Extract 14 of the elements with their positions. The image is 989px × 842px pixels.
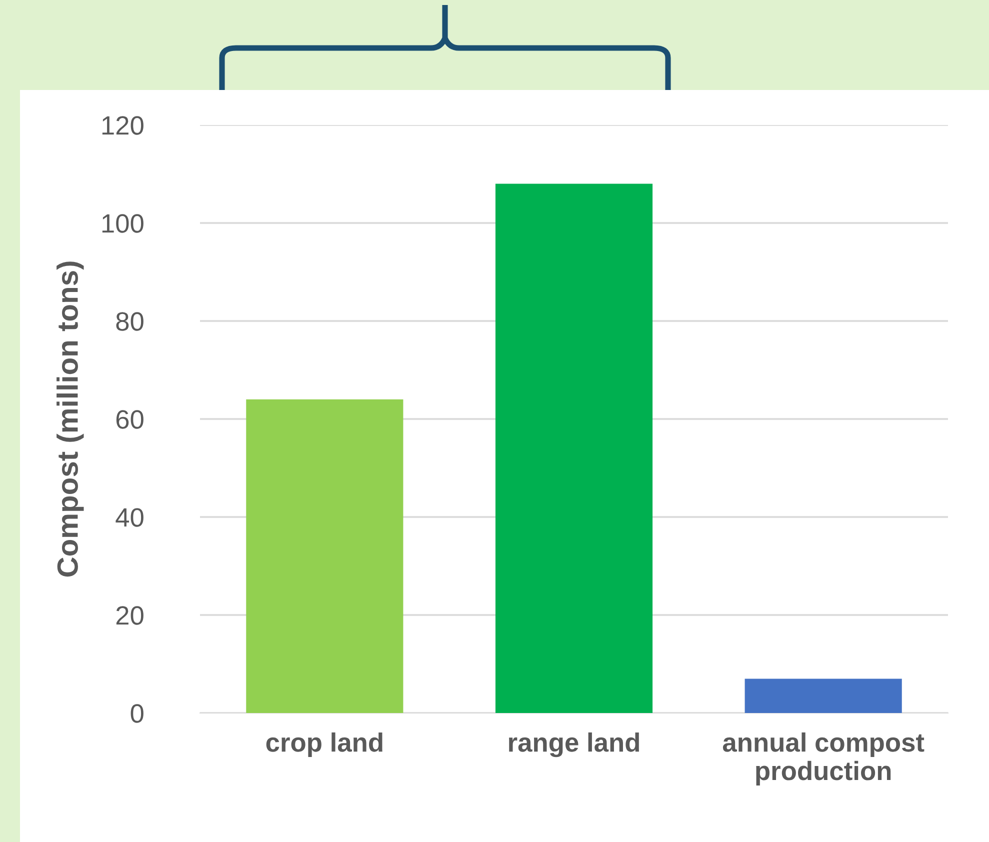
y-axis-title: Compost (million tons)	[56, 262, 84, 577]
x-tick-label: annual compost production	[722, 732, 924, 786]
y-tick-label: 100	[102, 214, 144, 233]
y-tick-label: 120	[102, 116, 144, 135]
x-tick-label: crop land	[266, 732, 382, 758]
y-tick-label: 80	[116, 312, 144, 331]
y-tick-label: 40	[116, 508, 144, 527]
x-tick-label: range land	[509, 732, 639, 758]
bar	[246, 399, 404, 713]
bar	[744, 678, 902, 713]
y-tick-label: 20	[116, 606, 144, 625]
y-tick-label: 0	[130, 704, 144, 723]
y-tick-label: 60	[116, 410, 144, 429]
bar	[495, 184, 653, 713]
